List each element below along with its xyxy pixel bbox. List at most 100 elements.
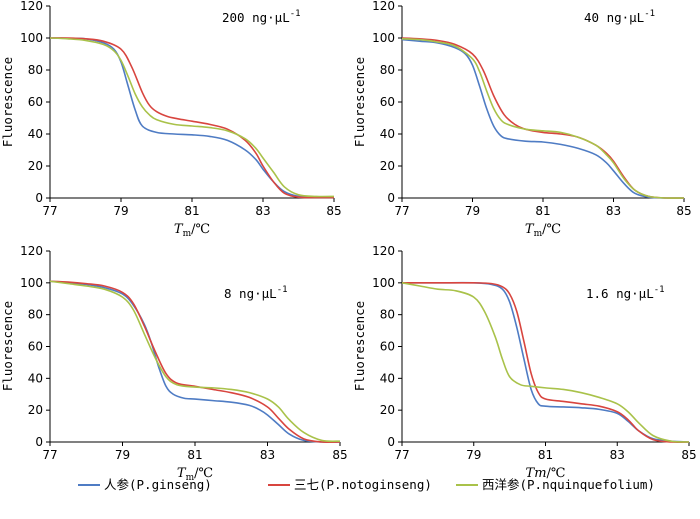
y-axis-label: Fluorescence [352,301,367,391]
y-tick-label: 80 [28,308,43,322]
x-axis-label: Tm/℃ [525,222,561,239]
legend: 人参(P.ginseng) 三七(P.notoginseng) 西洋参(P.nq… [78,477,655,492]
series-line-ginseng [49,37,335,199]
panel-1-6ng: 0 20 40 60 80 100 120 77 79 81 83 85 Fluorescence Tm/… [352,244,697,481]
x-tick-label: 83 [255,204,270,218]
x-axis-label-subscript: m [534,229,543,239]
x-tick-label: 77 [42,448,57,462]
x-tick-label: 79 [115,448,130,462]
y-axis-label: Fluorescence [0,301,15,391]
concentration-value: 8 ng·μL [224,286,277,301]
y-tick-label: 100 [372,31,395,45]
y-tick-label: 80 [380,308,395,322]
series-line-notoginseng [401,37,685,199]
y-tick-label: 60 [380,340,395,354]
y-tick-label: 100 [20,276,43,290]
y-tick-label: 0 [35,435,43,449]
x-tick-label: 81 [535,204,550,218]
y-tick-label: 20 [380,403,395,417]
panel-40ng: 0 20 40 60 80 100 120 77 79 81 83 85 Fluorescence Tm/… [352,0,692,239]
x-axis-label-symbol: T [177,466,187,481]
y-tick-label: 60 [28,95,43,109]
x-tick-label: 85 [326,204,341,218]
legend-label-notoginseng: 三七(P.notoginseng) [294,477,432,492]
series-line-ginseng [402,281,690,443]
concentration-exponent: -1 [277,285,288,295]
y-tick-label: 80 [380,63,395,77]
x-axis-label-unit: /℃ [542,222,561,237]
x-tick-label: 79 [465,204,480,218]
panel-200ng: 0 20 40 60 80 100 120 77 79 81 83 85 Fluorescence Tm/… [0,0,342,239]
x-axis-label: Tm/℃ [174,222,210,239]
y-tick-label: 120 [372,0,395,13]
x-tick-label: 85 [332,448,347,462]
y-tick-label: 120 [20,244,43,258]
x-tick-label: 77 [42,204,57,218]
legend-label-ginseng: 人参(P.ginseng) [104,477,212,492]
concentration-label: 1.6 ng·μL-1 [586,285,665,301]
concentration-label: 8 ng·μL-1 [224,285,288,301]
x-axis-label-subscript: m [186,473,195,483]
y-tick-label: 40 [380,371,395,385]
y-tick-label: 80 [28,63,43,77]
x-axis-label: Tm/℃ [177,466,213,483]
x-tick-label: 81 [187,448,202,462]
y-tick-label: 0 [387,191,395,205]
series-line-quinquefolium [401,38,685,199]
y-tick-label: 100 [20,31,43,45]
x-axis-label-unit: /℃ [194,466,213,481]
y-tick-label: 40 [28,127,43,141]
x-tick-label: 83 [610,448,625,462]
y-axis-label: Fluorescence [0,57,15,147]
series-line-quinquefolium [49,37,335,198]
x-tick-label: 83 [260,448,275,462]
x-axis-label-symbol: Tm [526,466,547,481]
series-line-notoginseng [49,280,341,444]
concentration-exponent: -1 [644,9,655,19]
x-axis-label-unit: /℃ [191,222,210,237]
x-axis-label-subscript: m [183,229,192,239]
concentration-exponent: -1 [654,285,665,295]
concentration-exponent: -1 [290,9,301,19]
y-tick-label: 60 [28,340,43,354]
x-axis-label: Tm/℃ [526,466,566,481]
x-tick-label: 81 [538,448,553,462]
x-tick-label: 79 [466,448,481,462]
y-tick-label: 60 [380,95,395,109]
series-line-ginseng [401,38,685,199]
y-tick-label: 20 [28,159,43,173]
series-line-quinquefolium [401,282,690,443]
x-tick-label: 85 [676,204,691,218]
y-tick-label: 120 [20,0,43,13]
concentration-value: 200 ng·μL [222,10,290,25]
x-axis-label-symbol: T [174,222,184,237]
series-line-notoginseng [49,37,335,199]
x-tick-label: 79 [113,204,128,218]
series-line-ginseng [49,280,341,443]
concentration-label: 200 ng·μL-1 [222,9,301,25]
x-tick-label: 77 [394,204,409,218]
y-tick-label: 20 [380,159,395,173]
concentration-value: 40 ng·μL [584,10,644,25]
y-tick-label: 100 [372,276,395,290]
y-tick-label: 0 [387,435,395,449]
series-line-notoginseng [402,281,690,443]
x-tick-label: 77 [394,448,409,462]
x-axis-label-symbol: T [525,222,535,237]
x-tick-label: 85 [681,448,696,462]
y-tick-label: 40 [380,127,395,141]
y-axis-label: Fluorescence [352,57,367,147]
series-line-quinquefolium [49,280,341,443]
panel-8ng: 0 20 40 60 80 100 120 77 79 81 83 85 Fluorescence Tm/… [0,244,348,483]
x-tick-label: 81 [184,204,199,218]
x-axis-label-unit: /℃ [547,466,566,481]
x-tick-label: 83 [606,204,621,218]
concentration-label: 40 ng·μL-1 [584,9,655,25]
y-tick-label: 120 [372,244,395,258]
concentration-value: 1.6 ng·μL [586,286,654,301]
y-tick-label: 0 [35,191,43,205]
legend-label-quinquefolium: 西洋参(P.nquinquefolium) [482,477,655,492]
y-tick-label: 20 [28,403,43,417]
y-tick-label: 40 [28,371,43,385]
